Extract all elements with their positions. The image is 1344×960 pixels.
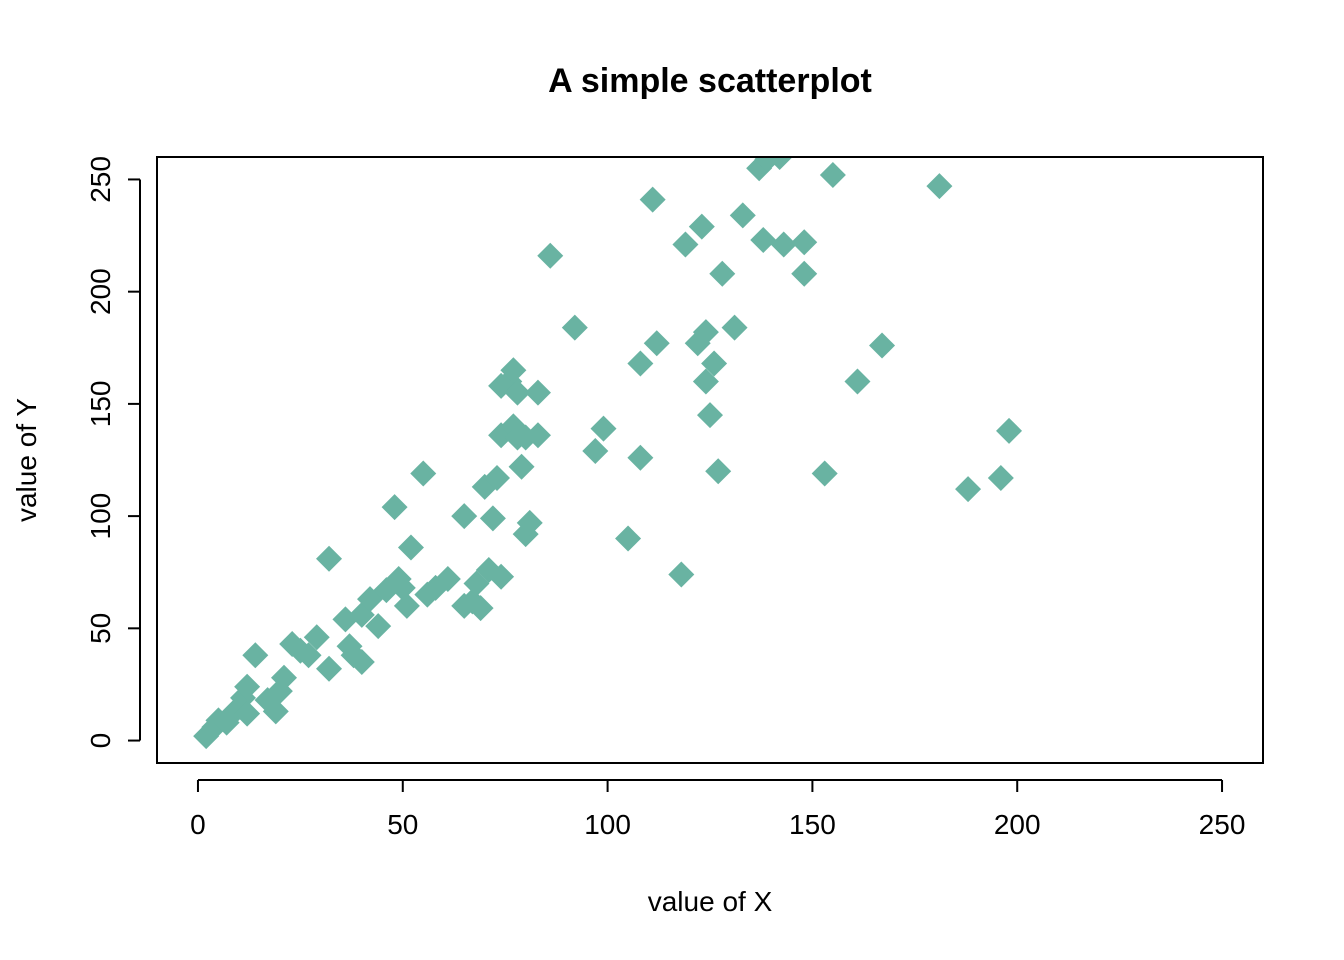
data-point [729,202,756,229]
data-point [316,655,343,682]
x-tick-label: 50 [387,809,418,840]
data-point [537,242,564,269]
data-point [590,415,617,442]
y-tick-label: 50 [85,613,116,644]
data-point [270,664,297,691]
data-point [639,186,666,213]
y-tick-label: 0 [85,733,116,749]
data-point [561,314,588,341]
x-axis-label: value of X [648,886,773,917]
data-point [627,444,654,471]
data-point [692,319,719,346]
data-point [672,231,699,258]
y-tick-label: 100 [85,493,116,540]
x-axis: 0 50 100 150 200 250 [190,779,1246,840]
data-point [627,350,654,377]
data-point [643,330,670,357]
data-point [819,161,846,188]
data-point [766,157,793,170]
data-point [955,476,982,503]
y-tick-label: 200 [85,268,116,315]
data-point [709,260,736,287]
data-point [381,494,408,521]
data-point [516,509,543,536]
data-point [295,642,322,669]
data-point [316,545,343,572]
data-point [262,698,289,725]
data-point [791,229,818,256]
data-point [524,422,551,449]
data-point [397,534,424,561]
x-tick-label: 0 [190,809,206,840]
data-point [811,460,838,487]
data-point [987,464,1014,491]
y-axis: 0 50 100 150 200 250 [85,156,141,749]
y-tick-label: 250 [85,156,116,203]
data-point [697,402,723,429]
data-point [844,368,871,395]
data-point [234,700,261,727]
data-point [692,368,719,395]
data-point [303,624,330,651]
data-point [791,260,818,287]
data-point [705,458,732,485]
plot-frame [156,156,1264,764]
chart-title: A simple scatterplot [548,62,872,100]
x-tick-label: 250 [1199,809,1246,840]
data-point [869,332,896,359]
data-point [242,642,269,669]
data-point [365,613,392,640]
x-tick-label: 150 [789,809,836,840]
data-point [434,565,461,592]
data-point [500,357,527,384]
data-point [488,563,515,590]
data-point [615,525,642,552]
data-point [770,231,797,258]
data-point [926,173,953,200]
y-tick-label: 150 [85,381,116,428]
data-point [410,460,437,487]
data-point [721,314,748,341]
y-axis-label: value of Y [11,398,42,522]
data-point [451,503,478,530]
points-layer [193,157,1023,750]
data-point [467,595,494,622]
data-point [479,505,506,532]
data-point [393,592,420,619]
data-point [582,438,609,465]
data-point [234,673,261,700]
data-point [508,453,535,480]
data-point [504,379,531,406]
data-point [688,213,715,240]
data-point [750,227,777,254]
data-point [524,379,551,406]
data-point [668,561,695,588]
x-tick-label: 100 [584,809,631,840]
data-point [483,464,510,491]
data-point [701,350,728,377]
x-tick-label: 200 [994,809,1041,840]
data-point [389,574,416,601]
data-point [996,417,1023,444]
data-point [348,649,375,675]
